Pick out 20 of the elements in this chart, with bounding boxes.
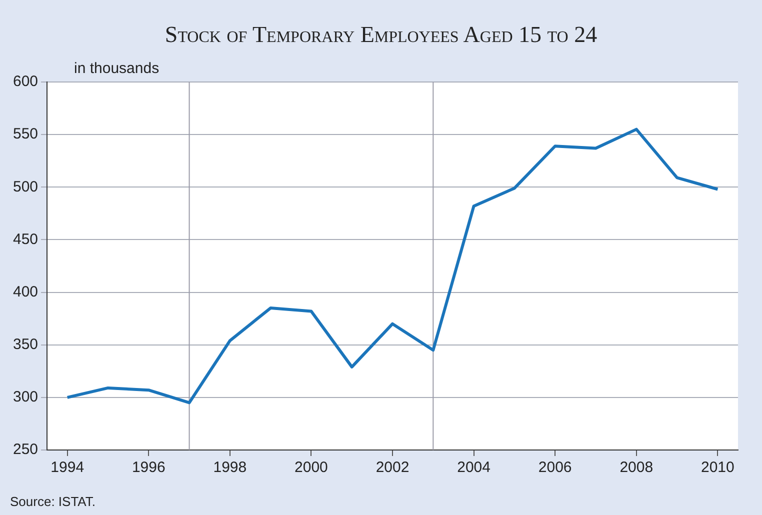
- source-note: Source: ISTAT.: [10, 494, 96, 509]
- x-tick-label: 2002: [376, 459, 410, 476]
- y-tick-label: 400: [12, 283, 38, 300]
- x-tick-label: 1998: [213, 459, 247, 476]
- y-tick-label: 600: [12, 73, 38, 90]
- y-tick-label: 350: [12, 336, 38, 353]
- y-tick-label: 550: [12, 126, 38, 143]
- y-tick-label: 250: [12, 441, 38, 458]
- y-tick-label: 300: [12, 388, 38, 406]
- x-tick-label: 2004: [457, 459, 490, 476]
- chart-title: Stock of Temporary Employees Aged 15 to 24: [164, 22, 598, 48]
- x-tick-label: 2008: [620, 459, 654, 476]
- x-tick-label: 2006: [538, 459, 572, 476]
- x-tick-label: 2010: [700, 459, 734, 476]
- y-tick-label: 450: [12, 230, 38, 248]
- y-axis-title: in thousands: [74, 60, 160, 77]
- x-tick-label: 2000: [294, 459, 328, 476]
- x-tick-label: 1996: [132, 459, 166, 476]
- y-tick-label: 500: [12, 178, 38, 196]
- x-tick-label: 1994: [50, 459, 84, 476]
